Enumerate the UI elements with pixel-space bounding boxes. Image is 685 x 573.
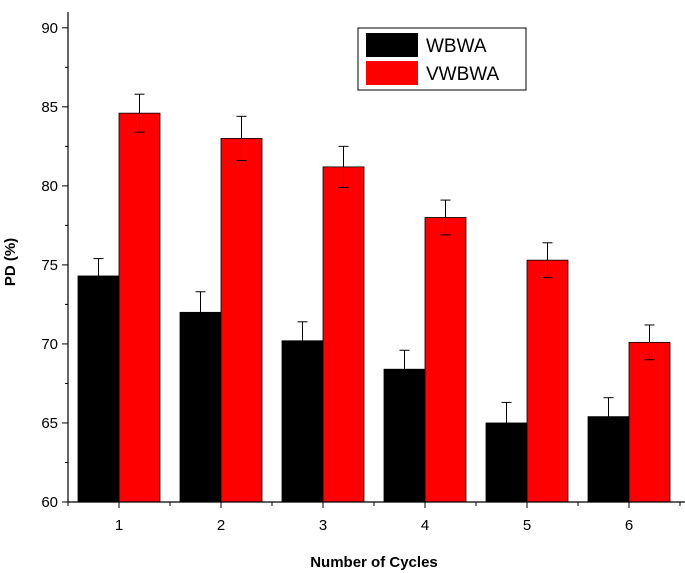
error-bar-vwbwa-cycle-5: [542, 242, 553, 279]
legend-label-wbwa: WBWA: [426, 36, 487, 57]
legend-swatch-vwbwa: [366, 61, 418, 85]
error-bar-vwbwa-cycle-6: [644, 324, 655, 361]
bar-wbwa-cycle-2: [179, 311, 222, 503]
x-tick-label: 2: [217, 517, 225, 534]
bar-vwbwa-cycle-2: [220, 138, 263, 503]
error-bar-wbwa-cycle-3: [297, 321, 308, 361]
x-tick-label: 4: [421, 517, 429, 534]
bar-wbwa-cycle-1: [77, 275, 120, 503]
bar-wbwa-cycle-3: [281, 340, 324, 503]
bar-vwbwa-cycle-1: [118, 112, 161, 503]
error-bar-wbwa-cycle-6: [603, 397, 614, 437]
legend-swatch-wbwa: [366, 33, 418, 57]
error-bar-vwbwa-cycle-1: [134, 93, 145, 133]
y-tick-label: 75: [41, 257, 58, 274]
bar-vwbwa-cycle-4: [424, 217, 467, 503]
x-tick-label: 6: [625, 517, 633, 534]
y-ticks: 60 65 70 75 80 85 90: [41, 20, 68, 511]
error-bar-vwbwa-cycle-4: [440, 199, 451, 236]
bar-vwbwa-cycle-3: [322, 166, 365, 503]
x-tick-label: 3: [319, 517, 327, 534]
bar-vwbwa-cycle-6: [628, 341, 671, 503]
y-tick-label: 65: [41, 415, 58, 432]
error-bar-vwbwa-cycle-3: [338, 145, 349, 188]
error-bar-wbwa-cycle-4: [399, 349, 410, 389]
error-bars-layer: [93, 93, 655, 445]
x-tick-label: 1: [115, 517, 123, 534]
error-bar-wbwa-cycle-1: [93, 258, 104, 294]
bar-vwbwa-cycle-5: [526, 259, 569, 503]
y-axis-title: PD (%): [2, 238, 19, 286]
y-tick-label: 85: [41, 99, 58, 116]
y-tick-label: 90: [41, 20, 58, 37]
bar-wbwa-cycle-4: [383, 368, 426, 503]
y-tick-label: 70: [41, 336, 58, 353]
y-tick-label: 60: [41, 494, 58, 511]
x-ticks: 1 2 3 4 5 6: [67, 502, 681, 534]
x-axis-title: Number of Cycles: [310, 554, 438, 571]
error-bar-vwbwa-cycle-2: [236, 115, 247, 162]
bars-layer: [77, 112, 671, 503]
error-bar-wbwa-cycle-2: [195, 291, 206, 334]
x-tick-label: 5: [523, 517, 531, 534]
error-bar-wbwa-cycle-5: [501, 401, 512, 445]
axes: [67, 12, 685, 503]
legend: WBWA VWBWA: [357, 27, 527, 91]
legend-label-vwbwa: VWBWA: [426, 64, 500, 85]
y-tick-label: 80: [41, 178, 58, 195]
